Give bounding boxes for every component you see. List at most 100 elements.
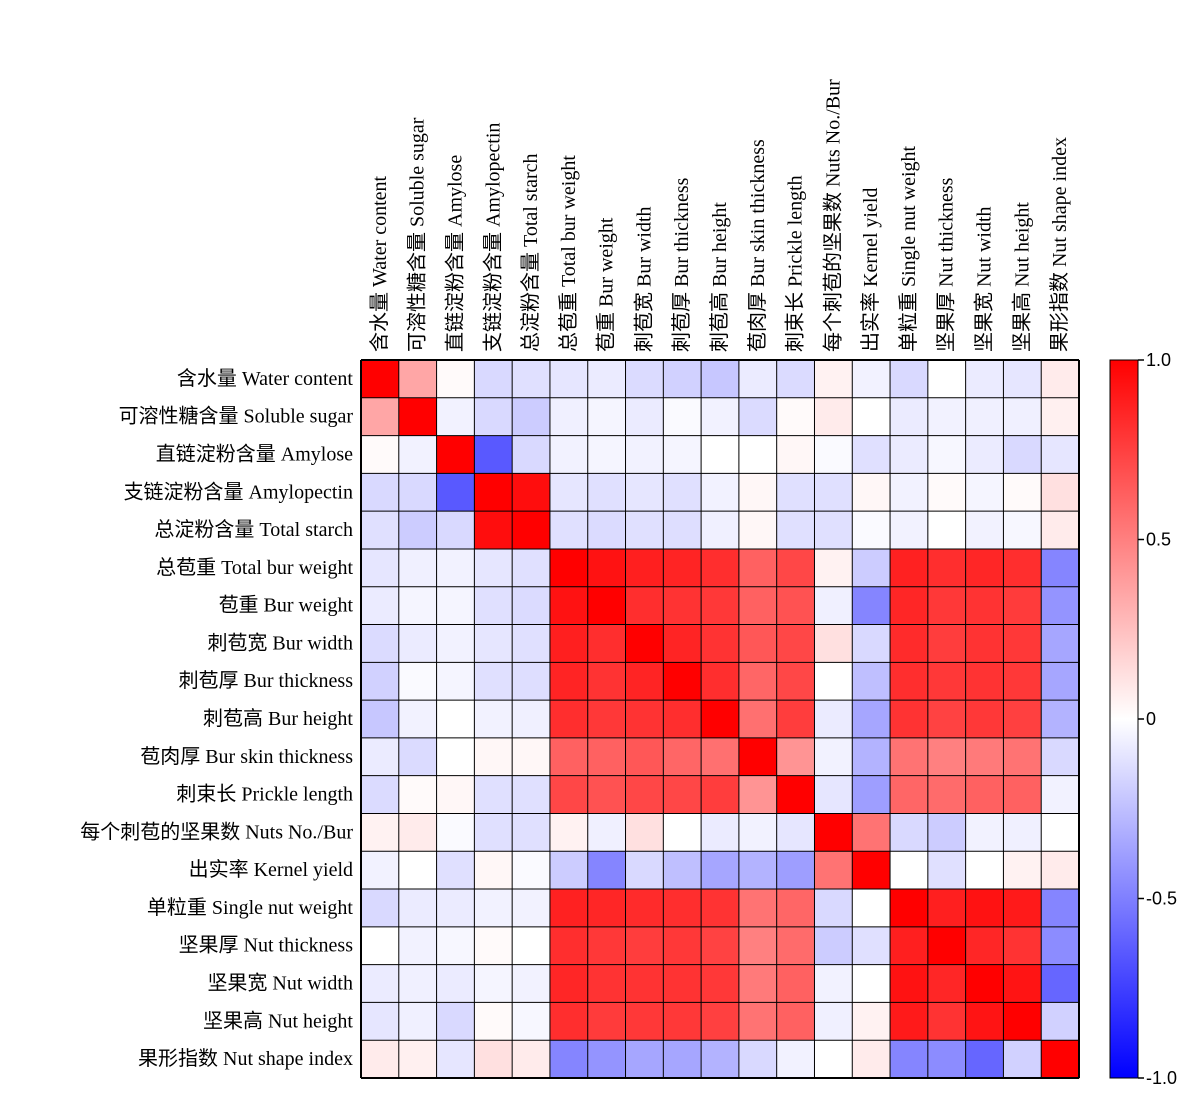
heatmap-cell — [663, 473, 702, 512]
heatmap-cell — [436, 737, 475, 777]
heatmap-cell — [361, 1040, 400, 1079]
heatmap-cell — [1003, 926, 1042, 966]
heatmap-cell — [361, 548, 400, 588]
heatmap-cell — [663, 889, 702, 928]
heatmap-cell — [1041, 813, 1080, 852]
heatmap-cell — [927, 700, 967, 739]
heatmap-cell — [549, 1040, 589, 1079]
heatmap-cell — [814, 926, 853, 966]
heatmap-cell — [436, 662, 475, 701]
heatmap-cell — [549, 397, 589, 437]
column-label: 单粒重 Single nut weight — [897, 145, 920, 352]
heatmap-cell — [890, 473, 929, 512]
heatmap-cell — [361, 360, 400, 399]
heatmap-cell — [927, 1040, 967, 1079]
heatmap-cell — [1003, 360, 1042, 399]
heatmap-cell — [587, 1040, 627, 1079]
heatmap-cell — [738, 775, 778, 814]
heatmap-cell — [927, 851, 967, 890]
row-label: 总淀粉含量 Total starch — [154, 518, 353, 541]
heatmap-cell — [890, 737, 929, 777]
heatmap-cell — [776, 737, 815, 777]
heatmap-cell — [625, 1040, 664, 1079]
row-label: 刺束长 Prickle length — [176, 783, 353, 806]
heatmap-cell — [814, 473, 853, 512]
heatmap-cell — [663, 360, 702, 399]
row-label: 坚果厚 Nut thickness — [179, 934, 354, 957]
heatmap-cell — [663, 1040, 702, 1079]
heatmap-cell — [1041, 737, 1080, 777]
heatmap-cell — [663, 435, 702, 474]
colorbar-tick-label: -0.5 — [1146, 889, 1177, 909]
column-label: 直链淀粉含量 Amylose — [443, 155, 466, 352]
row-label: 刺苞厚 Bur thickness — [179, 669, 354, 692]
heatmap-cell — [1003, 624, 1042, 663]
heatmap-cell — [965, 926, 1004, 966]
heatmap-cell — [512, 435, 551, 474]
heatmap-cell — [436, 473, 475, 512]
heatmap-cell — [512, 700, 551, 739]
heatmap-cell — [398, 775, 438, 814]
heatmap-cell — [512, 511, 551, 550]
heatmap-cell — [549, 473, 589, 512]
heatmap-cell — [814, 1002, 853, 1041]
heatmap-cell — [738, 360, 778, 399]
heatmap-cell — [361, 851, 400, 890]
heatmap-cell — [776, 851, 815, 890]
row-label: 每个刺苞的坚果数 Nuts No./Bur — [80, 820, 353, 843]
heatmap-cell — [776, 813, 815, 852]
heatmap-cell — [965, 1040, 1004, 1079]
heatmap-cell — [625, 926, 664, 966]
heatmap-cell — [474, 662, 513, 701]
column-labels: 含水量 Water content 可溶性糖含量 Soluble sugar 直链淀… — [368, 79, 1071, 352]
heatmap-cell — [1003, 397, 1042, 437]
row-label: 刺苞高 Bur height — [203, 707, 353, 730]
heatmap-cell — [1041, 397, 1080, 437]
heatmap-cell — [625, 775, 664, 814]
heatmap-cell — [398, 851, 438, 890]
heatmap-cell — [663, 700, 702, 739]
heatmap-cell — [663, 548, 702, 588]
heatmap-cell — [1003, 473, 1042, 512]
heatmap-cell — [738, 397, 778, 437]
column-label: 每个刺苞的坚果数 Nuts No./Bur — [821, 79, 844, 352]
heatmap-cell — [738, 1040, 778, 1079]
column-label: 刺束长 Prickle length — [784, 175, 807, 352]
heatmap-cell — [474, 586, 513, 626]
heatmap-cell — [1041, 775, 1080, 814]
heatmap-cell — [852, 1040, 891, 1079]
row-label: 苞肉厚 Bur skin thickness — [140, 745, 353, 768]
heatmap-cell — [814, 586, 853, 626]
heatmap-cell — [663, 624, 702, 663]
heatmap-cell — [890, 511, 929, 550]
heatmap-cell — [663, 586, 702, 626]
heatmap-cell — [474, 511, 513, 550]
heatmap-cell — [398, 1002, 438, 1041]
column-label: 支链淀粉含量 Amylopectin — [481, 123, 504, 352]
heatmap-cell — [625, 586, 664, 626]
heatmap-cell — [512, 1040, 551, 1079]
heatmap-cell — [738, 700, 778, 739]
heatmap-cell — [738, 851, 778, 890]
heatmap-cell — [701, 737, 740, 777]
heatmap-cell — [1041, 360, 1080, 399]
heatmap-cell — [587, 397, 627, 437]
heatmap-cell — [927, 889, 967, 928]
heatmap-cell — [965, 360, 1004, 399]
column-label: 总苞重 Total bur weight — [557, 155, 580, 352]
heatmap-cell — [474, 851, 513, 890]
heatmap-cell — [927, 360, 967, 399]
heatmap-cell — [625, 662, 664, 701]
heatmap-cell — [436, 813, 475, 852]
heatmap-cell — [890, 926, 929, 966]
heatmap-cell — [549, 775, 589, 814]
heatmap-cell — [1041, 624, 1080, 663]
heatmap-cell — [474, 964, 513, 1003]
row-label: 苞重 Bur weight — [219, 594, 354, 617]
row-label: 坚果高 Nut height — [203, 1009, 353, 1032]
heatmap-cell — [398, 435, 438, 474]
heatmap-cell — [549, 851, 589, 890]
heatmap-cell — [512, 360, 551, 399]
heatmap-cell — [890, 548, 929, 588]
heatmap-cell — [927, 511, 967, 550]
